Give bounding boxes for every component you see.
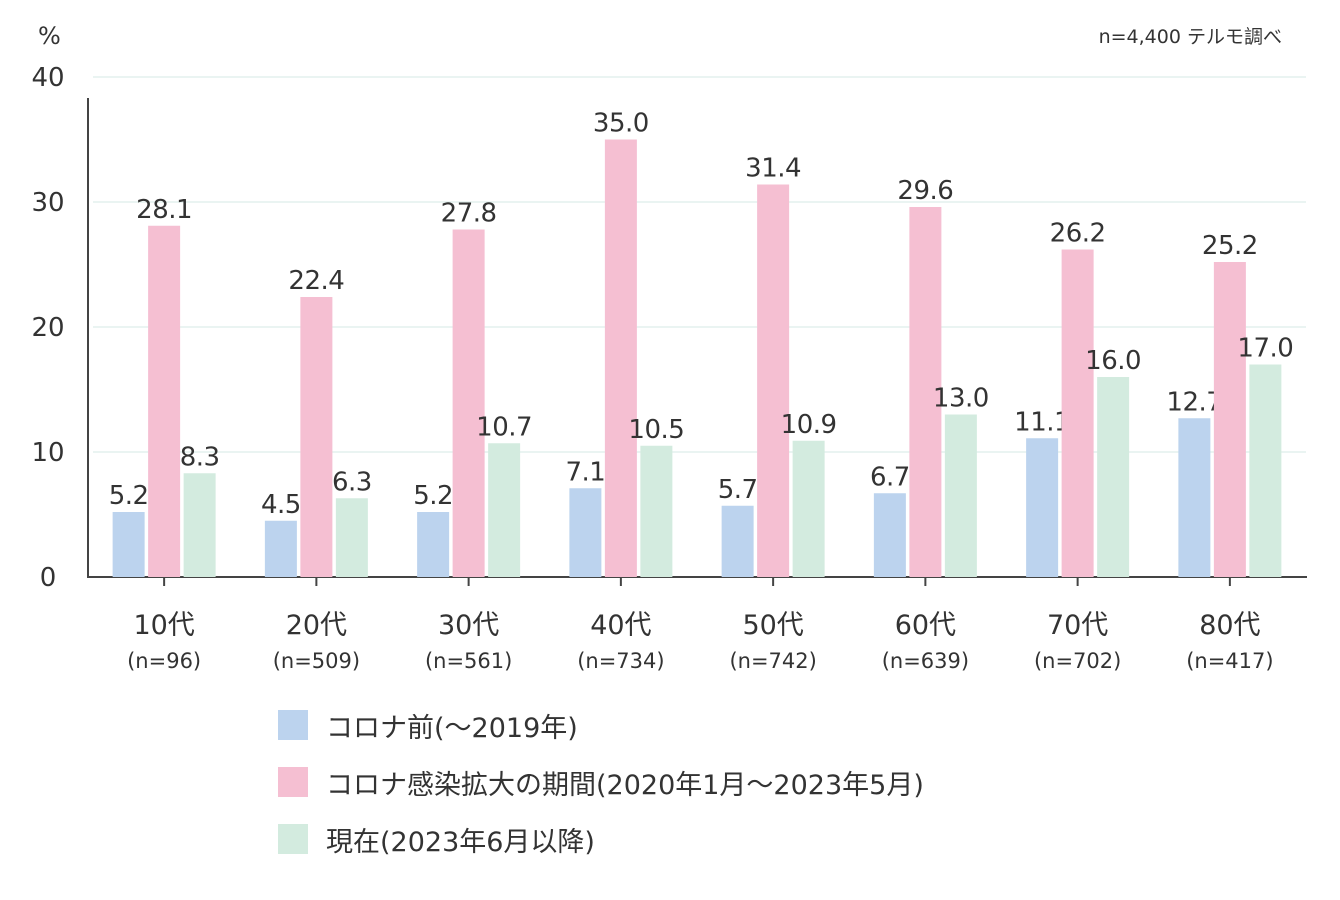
x-tick-label: 40代 [590, 610, 651, 641]
y-axis-unit: % [38, 22, 61, 50]
x-tick-sublabel: (n=96) [127, 649, 201, 673]
x-tick-label: 30代 [438, 610, 499, 641]
data-label: 5.2 [109, 481, 149, 511]
x-tick-label: 20代 [286, 610, 347, 641]
x-tick-sublabel: (n=639) [882, 649, 969, 673]
y-tick-label: 20 [31, 313, 64, 343]
bar [604, 139, 637, 577]
x-tick-sublabel: (n=702) [1034, 649, 1121, 673]
legend-item-pre-corona: コロナ前(〜2019年) [278, 706, 924, 744]
bar [1249, 364, 1282, 577]
bar [183, 473, 216, 577]
bar [300, 297, 333, 577]
bar [335, 498, 368, 577]
bar [944, 414, 977, 577]
data-label: 28.1 [136, 195, 192, 225]
data-label: 16.0 [1085, 346, 1141, 376]
legend-swatch [278, 824, 308, 854]
data-label: 10.7 [476, 412, 532, 442]
bar [1097, 377, 1130, 577]
data-label: 6.7 [870, 462, 910, 492]
legend-swatch [278, 710, 308, 740]
bar [569, 488, 602, 577]
bar [1061, 249, 1094, 577]
legend-swatch [278, 767, 308, 797]
legend-item-current: 現在(2023年6月以降) [278, 820, 924, 858]
bar [488, 443, 521, 577]
data-label: 26.2 [1050, 219, 1106, 249]
bar [909, 207, 942, 577]
bar [112, 512, 145, 577]
data-label: 10.9 [781, 410, 837, 440]
x-tick-sublabel: (n=561) [425, 649, 512, 673]
bar [452, 229, 485, 577]
y-tick-label: 0 [40, 563, 57, 593]
y-tick-label: 10 [31, 438, 64, 468]
x-tick-label: 50代 [742, 610, 803, 641]
data-label: 17.0 [1237, 334, 1293, 364]
bar [1213, 262, 1246, 577]
data-label: 29.6 [897, 176, 953, 206]
data-label: 5.7 [718, 475, 758, 505]
data-label: 31.4 [745, 154, 801, 184]
bar [417, 512, 450, 577]
y-tick-label: 30 [31, 188, 64, 218]
bar [148, 225, 181, 577]
data-label: 5.2 [413, 481, 453, 511]
x-tick-sublabel: (n=417) [1186, 649, 1273, 673]
data-label: 11.1 [1014, 407, 1070, 437]
legend-label: コロナ感染拡大の期間(2020年1月〜2023年5月) [326, 769, 924, 801]
bar [721, 505, 754, 577]
sample-note: n=4,400 テルモ調べ [1098, 26, 1282, 48]
bar-chart: 0 10 20 30 40 10代 (n=96) 5.2 28.1 8.3 20代 (n=509) 4.… [31, 63, 1307, 673]
legend-label: 現在(2023年6月以降) [326, 826, 595, 858]
x-tick-sublabel: (n=734) [577, 649, 664, 673]
data-label: 22.4 [288, 266, 344, 296]
data-label: 10.5 [628, 415, 684, 445]
data-label: 12.7 [1166, 387, 1222, 417]
x-tick-sublabel: (n=509) [273, 649, 360, 673]
y-tick-label: 40 [31, 63, 64, 93]
x-tick-sublabel: (n=742) [729, 649, 816, 673]
x-tick-label: 10代 [133, 610, 194, 641]
data-label: 35.0 [593, 109, 649, 139]
legend-item-corona-period: コロナ感染拡大の期間(2020年1月〜2023年5月) [278, 763, 924, 801]
legend: コロナ前(〜2019年) コロナ感染拡大の期間(2020年1月〜2023年5月)… [278, 706, 924, 877]
bar [792, 440, 825, 577]
data-label: 25.2 [1202, 231, 1258, 261]
bar [757, 184, 790, 577]
data-label: 4.5 [261, 490, 301, 520]
data-label: 13.0 [933, 384, 989, 414]
bar [873, 493, 906, 577]
data-label: 7.1 [565, 457, 605, 487]
data-label: 27.8 [441, 199, 497, 229]
bar [1178, 418, 1211, 577]
legend-label: コロナ前(〜2019年) [326, 712, 578, 744]
bar [640, 445, 673, 577]
data-label: 8.3 [180, 442, 220, 472]
x-tick-label: 60代 [895, 610, 956, 641]
bar [1026, 438, 1059, 577]
data-label: 6.3 [332, 467, 372, 497]
bar [264, 520, 297, 577]
x-tick-label: 80代 [1199, 610, 1260, 641]
x-tick-label: 70代 [1047, 610, 1108, 641]
